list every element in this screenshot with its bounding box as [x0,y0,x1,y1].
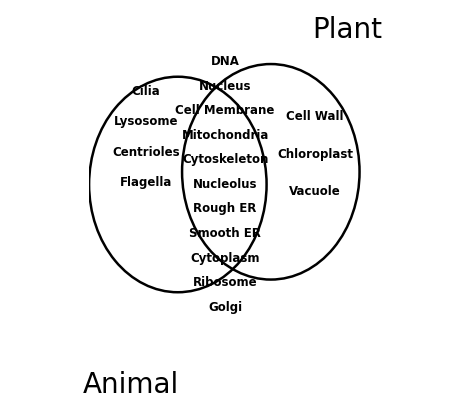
Text: Vacuole: Vacuole [289,185,341,198]
Text: Flagella: Flagella [120,176,173,189]
Text: Smooth ER: Smooth ER [189,227,261,240]
Text: Cytoskeleton: Cytoskeleton [182,153,268,166]
Text: Animal: Animal [83,371,180,399]
Text: Cell Membrane: Cell Membrane [175,105,275,118]
Text: Golgi: Golgi [208,300,242,313]
Text: Centrioles: Centrioles [112,146,180,159]
Text: Nucleus: Nucleus [199,80,251,93]
Text: Mitochondria: Mitochondria [182,129,269,142]
Text: Ribosome: Ribosome [193,276,257,289]
Text: Lysosome: Lysosome [114,116,178,129]
Text: Cytoplasm: Cytoplasm [191,252,260,265]
Text: Nucleolus: Nucleolus [193,178,257,191]
Text: Chloroplast: Chloroplast [277,148,353,160]
Text: Cilia: Cilia [132,85,161,98]
Text: DNA: DNA [211,55,239,68]
Text: Rough ER: Rough ER [193,203,257,215]
Text: Cell Wall: Cell Wall [286,110,344,123]
Text: Plant: Plant [312,16,382,44]
